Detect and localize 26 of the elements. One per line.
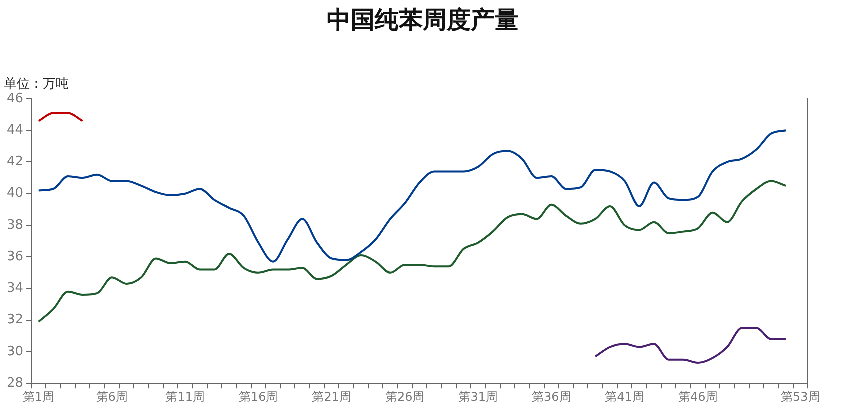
x-tick-label: 第41周 bbox=[605, 390, 645, 404]
line-series bbox=[38, 180, 788, 323]
x-tick-label: 第11周 bbox=[166, 390, 206, 404]
chart-title: 中国纯苯周度产量 bbox=[326, 6, 520, 36]
x-tick-label: 第36周 bbox=[532, 390, 572, 404]
x-tick-label: 第21周 bbox=[312, 390, 352, 404]
x-tick-label: 第46周 bbox=[678, 390, 718, 404]
y-tick-label: 32 bbox=[6, 312, 24, 328]
line-series bbox=[594, 327, 788, 364]
y-tick-label: 28 bbox=[6, 376, 24, 391]
y-tick-label: 44 bbox=[6, 122, 24, 138]
y-tick-label: 30 bbox=[6, 344, 24, 360]
x-tick-label: 第53周 bbox=[781, 390, 820, 404]
x-tick-label: 第31周 bbox=[458, 390, 498, 404]
x-tick-label: 第6周 bbox=[96, 390, 128, 404]
x-tick-label: 第26周 bbox=[385, 390, 425, 404]
y-tick-label: 40 bbox=[6, 186, 24, 202]
y-tick-label: 42 bbox=[6, 154, 24, 170]
line-series bbox=[38, 130, 788, 263]
x-tick-label: 第1周 bbox=[23, 390, 55, 404]
y-tick-label: 36 bbox=[6, 249, 24, 264]
text: 单位：万吨 bbox=[4, 76, 69, 92]
y-tick-label: 34 bbox=[6, 281, 24, 296]
y-tick-label: 38 bbox=[6, 218, 24, 233]
y-tick-label: 46 bbox=[6, 91, 24, 106]
x-tick-label: 第16周 bbox=[238, 390, 278, 404]
